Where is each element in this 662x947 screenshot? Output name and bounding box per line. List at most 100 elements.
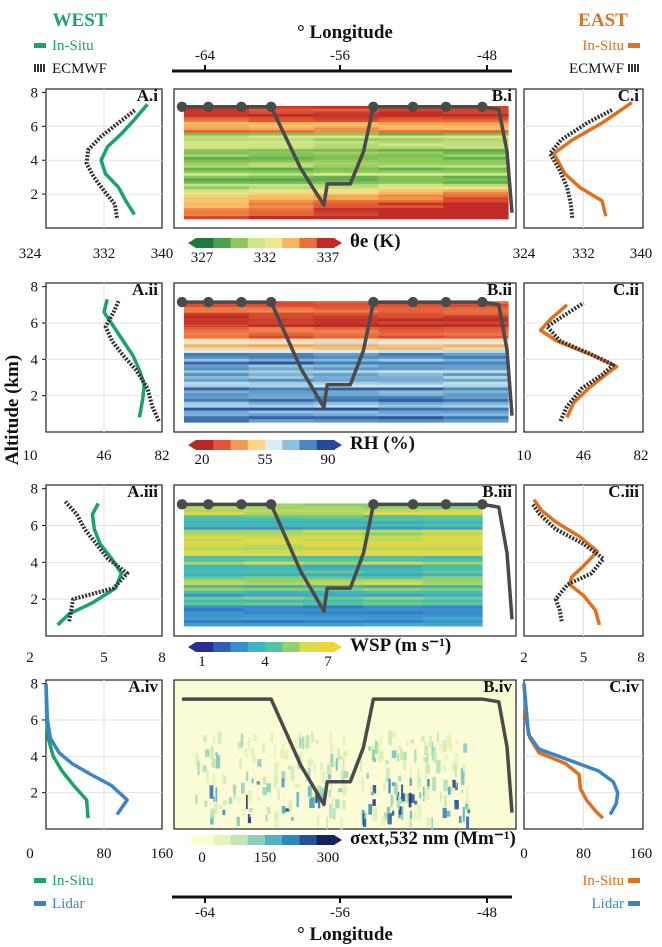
lidar-cell <box>406 794 411 803</box>
heatmap-cell <box>362 585 423 589</box>
legend-west-ecmwf-swatch <box>34 64 36 72</box>
heatmap-cell <box>443 312 509 317</box>
heatmap-cell <box>243 529 304 534</box>
lidar-cell <box>392 796 394 804</box>
flight-waypoint <box>203 499 214 510</box>
heatmap-cell <box>362 602 423 607</box>
heatmap-cell <box>184 393 250 397</box>
heatmap-cell <box>443 154 509 158</box>
lidar-cell <box>426 753 429 762</box>
lidar-cell <box>329 744 334 753</box>
lidar-cell <box>455 766 457 778</box>
heatmap-cell <box>184 535 245 540</box>
heatmap-cell <box>248 162 315 166</box>
legend-east-bottom-lidar-swatch <box>628 901 640 906</box>
heatmap-cell <box>184 332 250 337</box>
heatmap-cell <box>248 373 315 377</box>
heatmap-cell <box>422 552 483 557</box>
lidar-cell <box>372 799 376 806</box>
heatmap-cell <box>248 105 315 110</box>
lidar-cell <box>341 775 345 785</box>
heatmap-cell <box>184 515 245 519</box>
heatmap-cell <box>184 162 250 166</box>
lidar-cell <box>449 742 453 752</box>
heatmap-cell <box>184 367 250 371</box>
panel-label: C.iv <box>609 677 639 696</box>
heatmap-cell <box>248 181 315 185</box>
lidar-cell <box>443 755 449 760</box>
lidar-cell <box>422 786 425 802</box>
colorbar-tick-label: 20 <box>195 452 210 468</box>
legend-west-ecmwf-swatch <box>37 64 39 72</box>
colorbar-swatch <box>282 238 300 248</box>
lidar-cell <box>315 739 319 744</box>
lidar-cell <box>210 816 214 825</box>
heatmap-cell <box>303 582 364 586</box>
colorbar-swatch <box>230 835 249 845</box>
heatmap-cell <box>184 170 250 174</box>
heatmap-cell <box>443 327 509 331</box>
lidar-cell <box>338 788 343 793</box>
heatmap-cell <box>184 416 250 420</box>
lidar-cell <box>361 777 364 783</box>
heatmap-cell <box>248 338 315 343</box>
heatmap-cell <box>443 170 509 174</box>
heatmap-cell <box>313 178 379 182</box>
heatmap-cell <box>184 605 245 609</box>
heatmap-cell <box>313 159 379 163</box>
heatmap-cell <box>248 154 315 158</box>
heatmap-cell <box>184 564 245 569</box>
lidar-cell <box>247 790 252 802</box>
heatmap-cell <box>443 197 509 201</box>
heatmap-cell <box>243 552 304 557</box>
heatmap-cell <box>422 523 483 528</box>
panel-label: B.iii <box>482 482 512 501</box>
heatmap-cell <box>184 327 250 331</box>
heatmap-cell <box>248 213 315 217</box>
heatmap-cell <box>248 318 315 322</box>
heatmap-cell <box>378 398 444 403</box>
colorbar-swatch <box>316 835 335 845</box>
heatmap-cell <box>248 143 315 147</box>
heatmap-cell <box>313 416 379 420</box>
heatmap-cell <box>378 189 444 193</box>
lidar-cell <box>332 808 336 820</box>
colorbar-swatch <box>299 238 318 248</box>
flight-waypoint <box>440 499 452 510</box>
profile-x-tick-label: 160 <box>151 846 174 862</box>
heatmap-cell <box>184 318 250 322</box>
heatmap-cell <box>313 329 379 334</box>
heatmap-cell <box>378 370 444 374</box>
heatmap-cell <box>243 620 304 624</box>
heatmap-cell <box>243 587 304 592</box>
heatmap-cell <box>184 194 250 198</box>
lidar-cell <box>252 754 257 763</box>
heatmap-cell <box>184 111 250 115</box>
heatmap-cell <box>184 590 245 595</box>
lidar-cell <box>296 792 299 808</box>
lidar-cell <box>391 731 396 738</box>
heatmap-cell <box>313 390 379 394</box>
heatmap-cell <box>422 555 483 560</box>
lidar-cell <box>281 806 286 814</box>
heatmap-cell <box>362 587 423 592</box>
lidar-cell <box>454 753 459 768</box>
series-line-insitu <box>552 101 633 217</box>
lidar-cell <box>203 735 207 742</box>
heatmap-cell <box>303 541 364 545</box>
heatmap-cell <box>313 364 379 368</box>
lidar-cell <box>242 808 246 817</box>
heatmap-cell <box>313 194 379 198</box>
heatmap-cell <box>443 148 509 153</box>
lidar-cell <box>390 794 393 808</box>
lidar-cell <box>256 781 261 785</box>
heatmap-cell <box>313 312 379 317</box>
colorbar-swatch <box>316 238 335 248</box>
heatmap-cell <box>248 332 315 337</box>
heatmap-cell <box>184 122 250 126</box>
legend-east-ecmwf-swatch <box>628 64 630 72</box>
heatmap-cell <box>422 550 483 554</box>
heatmap-cell <box>313 108 379 112</box>
heatmap-cell <box>248 111 315 115</box>
lidar-cell <box>442 808 447 819</box>
